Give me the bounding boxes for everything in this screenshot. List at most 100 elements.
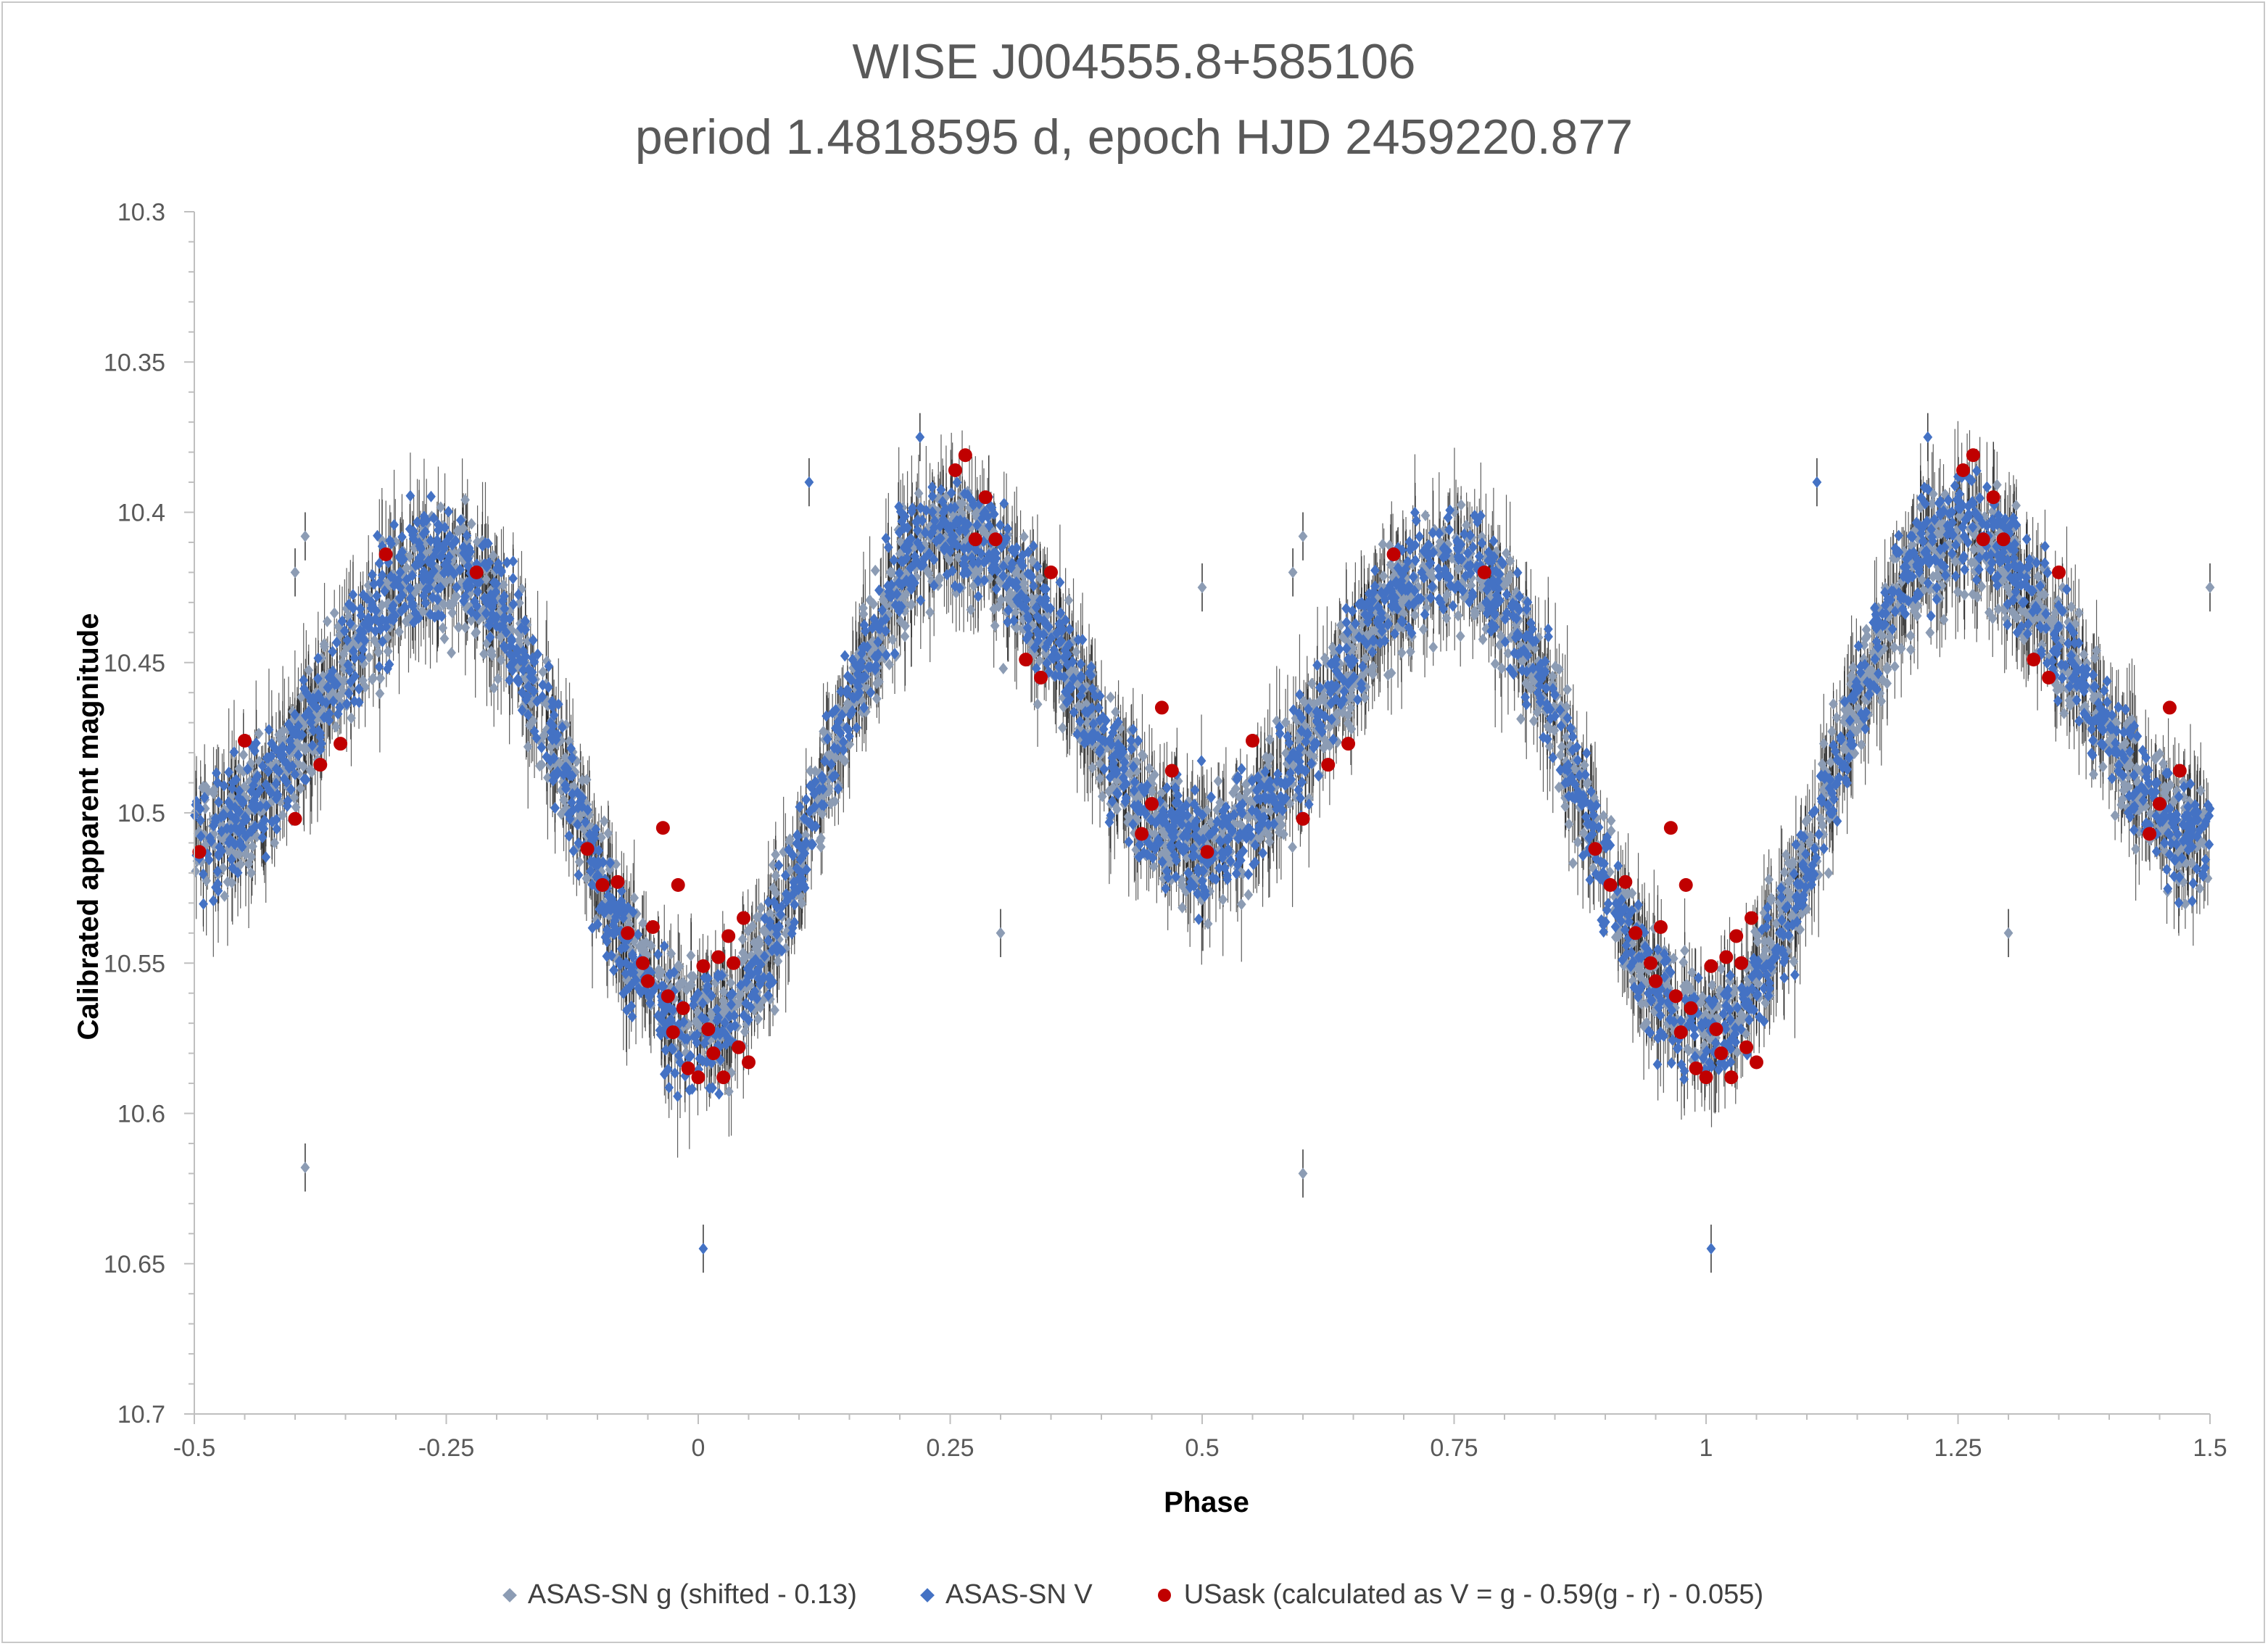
data-point xyxy=(895,536,906,548)
data-point xyxy=(1422,602,1431,614)
data-point xyxy=(1088,761,1097,774)
data-point xyxy=(2089,768,2098,780)
data-point xyxy=(1172,818,1182,830)
data-point xyxy=(1919,584,1929,596)
data-point xyxy=(291,801,301,814)
data-point xyxy=(1805,830,1816,843)
data-point xyxy=(781,927,791,940)
data-point xyxy=(1106,691,1116,703)
data-point xyxy=(1309,750,1319,763)
data-point xyxy=(1610,931,1621,943)
data-point xyxy=(1027,555,1038,567)
data-point xyxy=(686,949,696,961)
data-point xyxy=(865,594,874,606)
data-point xyxy=(900,630,910,642)
data-point xyxy=(1969,529,1979,541)
data-point xyxy=(1285,798,1295,810)
data-point xyxy=(2029,613,2040,625)
data-point xyxy=(2116,799,2126,811)
data-point xyxy=(1905,629,1916,642)
data-point xyxy=(1728,988,1737,1000)
data-point xyxy=(334,690,344,703)
data-point xyxy=(582,872,592,885)
data-point xyxy=(1160,840,1170,852)
data-point xyxy=(746,950,756,962)
data-point xyxy=(1861,624,1871,636)
data-point xyxy=(375,687,385,700)
data-point xyxy=(795,890,805,902)
data-point xyxy=(674,960,684,972)
data-point xyxy=(2073,656,2083,669)
data-point xyxy=(1019,569,1028,582)
data-point xyxy=(1599,810,1608,822)
data-point xyxy=(1505,569,1515,582)
data-point xyxy=(2059,707,2069,719)
data-point xyxy=(737,933,748,946)
data-point xyxy=(1561,731,1571,743)
data-point xyxy=(1035,572,1045,584)
data-point xyxy=(1467,571,1477,584)
data-point xyxy=(1760,943,1771,956)
data-point xyxy=(241,848,251,861)
data-point xyxy=(1258,825,1267,838)
data-point xyxy=(1213,775,1223,787)
data-point xyxy=(1144,762,1154,774)
data-point xyxy=(1453,610,1463,622)
data-point xyxy=(1725,975,1734,987)
data-point xyxy=(1346,723,1357,735)
data-point xyxy=(1325,720,1335,732)
data-point xyxy=(768,882,778,894)
data-point xyxy=(342,603,352,615)
data-point xyxy=(1228,787,1238,799)
data-point xyxy=(1953,586,1963,598)
data-point xyxy=(1280,716,1291,729)
data-point xyxy=(745,979,755,991)
data-point xyxy=(1304,793,1314,805)
data-point xyxy=(934,574,944,587)
data-point xyxy=(1818,737,1829,750)
data-point xyxy=(1241,779,1251,791)
data-point xyxy=(2179,790,2189,803)
data-point xyxy=(1309,698,1320,711)
data-point xyxy=(1420,509,1431,521)
data-point xyxy=(270,837,280,849)
data-point xyxy=(1824,867,1834,880)
data-point xyxy=(2117,740,2127,753)
data-point xyxy=(498,579,508,591)
data-point xyxy=(1332,708,1341,720)
data-point xyxy=(1560,801,1570,813)
data-point xyxy=(1181,836,1191,848)
data-point xyxy=(2180,898,2190,910)
data-point xyxy=(1212,803,1222,816)
data-point xyxy=(1294,735,1304,747)
data-point xyxy=(577,774,587,787)
data-point xyxy=(1476,600,1486,613)
data-point xyxy=(1095,772,1105,785)
data-point xyxy=(1360,652,1370,664)
data-point xyxy=(1054,630,1064,642)
data-point xyxy=(1984,606,1994,619)
data-point xyxy=(1516,713,1526,725)
data-point xyxy=(771,869,781,882)
data-point xyxy=(1511,619,1521,631)
data-point xyxy=(719,1001,729,1014)
data-point xyxy=(1064,594,1074,606)
data-point xyxy=(1305,697,1315,709)
data-point xyxy=(1344,709,1353,721)
data-point xyxy=(254,727,264,740)
data-point xyxy=(1969,543,1979,555)
data-point xyxy=(1968,588,1978,600)
data-point xyxy=(1764,873,1774,885)
data-point xyxy=(1925,626,1935,639)
data-point xyxy=(1550,661,1560,673)
data-point xyxy=(523,740,533,753)
data-point xyxy=(1030,648,1040,660)
data-point xyxy=(447,647,456,659)
data-point xyxy=(1074,700,1084,712)
data-point xyxy=(919,538,930,550)
data-point xyxy=(895,615,906,627)
data-point xyxy=(1265,835,1275,848)
data-point xyxy=(1882,677,1892,690)
data-point xyxy=(338,685,348,698)
data-point xyxy=(1265,805,1275,817)
